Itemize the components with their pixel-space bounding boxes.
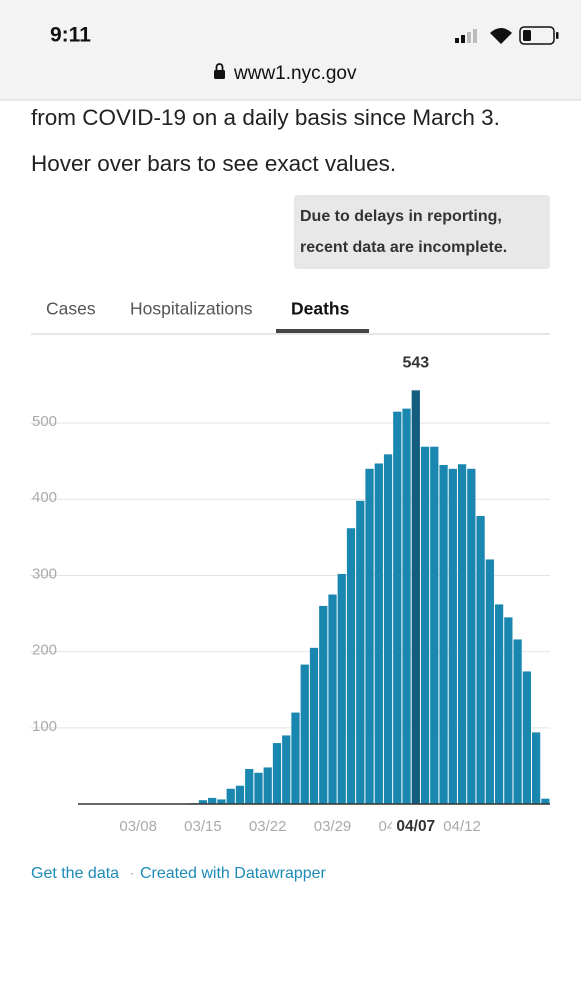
bar [319,605,328,804]
lock-icon [214,63,225,79]
bar [513,639,522,804]
tab[interactable]: Hospitalizations [130,299,253,319]
bar [522,671,531,804]
bar [494,604,504,804]
bar [346,528,356,804]
chart: 10020030040050003/0803/1503/2203/2904/05… [30,355,550,839]
note-box [294,195,550,269]
bar [226,788,235,804]
separator: · [130,865,135,881]
label-backdrop [391,815,440,839]
browser-bar [0,0,581,100]
intro-text: from COVID-19 on a daily basis since Mar… [31,105,500,130]
battery-icon [519,26,559,45]
bar [235,785,245,804]
y-tick-label: 500 [32,413,57,430]
url[interactable]: www1.nyc.gov [233,63,357,84]
note-text: recent data are incomplete. [300,239,507,256]
bar [198,800,208,804]
bar [541,798,550,804]
y-tick-label: 300 [32,565,57,582]
x-tick-label-highlight: 04/07 [396,818,435,835]
bar [457,464,467,804]
bar [504,617,513,804]
bar [254,772,263,804]
tab[interactable]: Deaths [291,299,350,319]
tab-indicator [276,329,369,333]
status-time: 9:11 [50,24,91,47]
x-tick-label: 04/12 [443,818,481,835]
bar [356,500,365,804]
bar [263,767,272,804]
bar [217,799,226,804]
bar [365,468,374,804]
bar [272,743,282,804]
note-text: Due to delays in reporting, [300,208,502,225]
bar [282,735,291,804]
x-tick-label: 03/08 [119,818,157,835]
value-label: 543 [402,355,429,372]
signal-icon [455,29,477,43]
datawrapper-link[interactable]: Created with Datawrapper [140,865,327,882]
tab[interactable]: Cases [46,299,96,319]
x-tick-label: 03/15 [184,818,222,835]
bar [476,516,485,804]
tabs: Cases Hospitalizations Deaths [46,299,369,333]
bar [374,463,383,804]
y-tick-label: 400 [32,489,57,506]
x-tick-label: 03/22 [249,818,287,835]
y-tick-label: 100 [32,718,57,735]
wifi-icon [490,28,512,44]
bar [411,390,420,804]
footer: Get the data · Created with Datawrapper [31,865,327,883]
x-tick-label: 03/29 [314,818,352,835]
bar [467,468,476,804]
bar [402,408,411,804]
bar [448,468,457,804]
bar [337,573,346,804]
bar [420,446,430,804]
y-tick-label: 200 [32,642,57,659]
bar [300,664,309,804]
bar [531,732,541,804]
bar [291,712,300,804]
bar [430,446,439,804]
bar [393,411,402,804]
bar [309,647,319,804]
intro-text: Hover over bars to see exact values. [31,151,396,176]
bar [328,594,337,804]
bar [208,797,217,804]
bar [245,768,254,804]
bar [485,559,494,804]
bar [383,454,393,804]
bar [439,464,448,804]
data-link[interactable]: Get the data [31,865,119,882]
